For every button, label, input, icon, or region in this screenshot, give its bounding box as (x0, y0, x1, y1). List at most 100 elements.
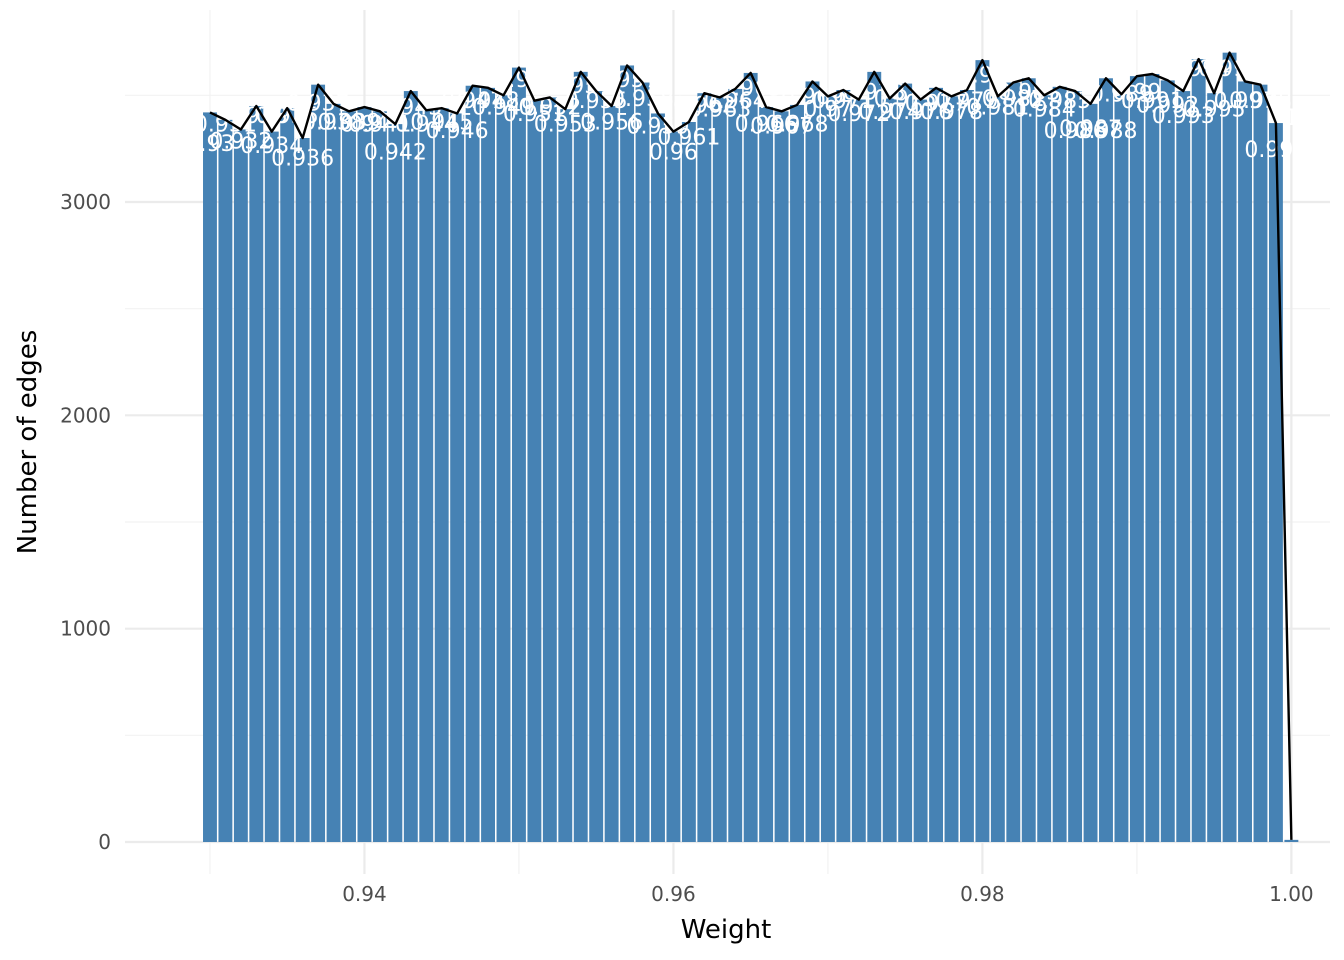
bar-label: 0.998 (1229, 89, 1292, 114)
x-axis-title: Weight (681, 915, 772, 945)
bar (589, 91, 604, 843)
bar (851, 99, 866, 843)
bar (203, 112, 217, 842)
bar (1145, 74, 1160, 842)
bar (218, 119, 233, 842)
bar-label: 0.946 (426, 119, 489, 144)
bar-label: 0.98 (958, 64, 1007, 89)
bar-label: 0.992 (1136, 93, 1199, 118)
bar (542, 97, 557, 842)
bar (511, 67, 526, 843)
bars-layer (203, 52, 1299, 843)
bar-label: 0.982 (982, 87, 1045, 112)
bar (898, 83, 913, 843)
bar-label: 0.952 (518, 96, 581, 121)
bar (805, 81, 820, 842)
bar-label: 0.938 (302, 110, 365, 135)
bar (681, 122, 696, 842)
bar-label: 0.972 (827, 102, 890, 127)
bar (481, 87, 495, 842)
bar-label: 0.94 (340, 113, 389, 138)
bar-label: 0.945 (410, 110, 473, 135)
y-tick-label: 0 (98, 830, 111, 854)
bar-label: 0.965 (719, 76, 782, 101)
bar (1021, 78, 1036, 843)
bar (790, 104, 804, 842)
bar (743, 72, 758, 842)
x-tick-label: 0.98 (960, 882, 1005, 906)
bar-label: 0.942 (364, 140, 427, 165)
bar (712, 97, 727, 842)
bar (249, 106, 264, 842)
y-tick-labels: 0 1000 2000 3000 (60, 190, 111, 854)
bar (774, 111, 789, 843)
bar-label: 0.947 (441, 89, 504, 114)
bar (635, 82, 650, 843)
y-tick-label: 3000 (60, 190, 111, 214)
bar-label: 0.953 (534, 113, 597, 138)
bar-label: 0.95 (494, 68, 543, 93)
bar (697, 93, 712, 842)
line-layer (209, 51, 1293, 840)
bar-label: 0.996 (1198, 57, 1261, 82)
bar-label: 0.985 (1028, 89, 1091, 114)
bar-label: 0.97 (803, 98, 852, 123)
bar (496, 95, 511, 843)
bar (372, 111, 387, 843)
bar (280, 108, 295, 843)
bar (1238, 81, 1252, 842)
x-tick-label: 0.96 (651, 882, 696, 906)
bar (342, 111, 356, 843)
bar (1114, 94, 1129, 843)
bar-label: 0.966 (735, 113, 798, 138)
bar (666, 131, 681, 843)
bar-label: 0.957 (596, 68, 659, 93)
bar-label: 0.967 (750, 115, 813, 140)
bar-label: 0.969 (781, 85, 844, 110)
bar-label: 0.986 (1044, 119, 1107, 144)
bar-label: 0.987 (1059, 117, 1122, 142)
bar (1068, 91, 1083, 843)
bar (264, 131, 279, 843)
bar (311, 84, 326, 842)
bar (1129, 76, 1144, 843)
bar (836, 90, 851, 842)
bar-label: 0.956 (580, 110, 643, 135)
bar (450, 113, 465, 842)
bar-label: 0.944 (395, 113, 458, 138)
bar (990, 96, 1005, 842)
bar (1253, 84, 1268, 842)
bar-label: 0.993 (1152, 104, 1215, 129)
bar (403, 91, 418, 843)
bar (929, 87, 944, 842)
bar-label: 0.936 (271, 147, 334, 172)
bar-label: 0.93 (185, 132, 234, 157)
bar-label: 0.932 (209, 130, 272, 155)
bar (944, 96, 959, 842)
bar (1207, 93, 1222, 842)
bar (527, 100, 542, 842)
bar-label: 0.988 (1075, 119, 1138, 144)
bar-label: 0.984 (1013, 98, 1076, 123)
bar (820, 96, 835, 842)
bar (1083, 103, 1098, 842)
bar (620, 65, 635, 842)
bar-label: 0.995 (1183, 98, 1246, 123)
bar-label: 0.958 (611, 87, 674, 112)
bar-label: 0.974 (858, 100, 921, 125)
bar (882, 98, 897, 843)
bar (867, 71, 882, 842)
bar-label: 1 (1284, 106, 1298, 131)
bar (558, 109, 573, 842)
bar-label: 0.941 (348, 113, 411, 138)
bar-label: 0.939 (318, 110, 381, 135)
bar-label: 0.951 (503, 102, 566, 127)
bar (1099, 78, 1113, 843)
x-tick-labels: 0.94 0.96 0.98 1.00 (342, 882, 1313, 906)
bar (419, 110, 434, 843)
x-tick-label: 0.94 (342, 882, 387, 906)
bar-label: 0.976 (889, 100, 952, 125)
bar (728, 88, 743, 842)
bar-label: 0.981 (966, 96, 1029, 121)
